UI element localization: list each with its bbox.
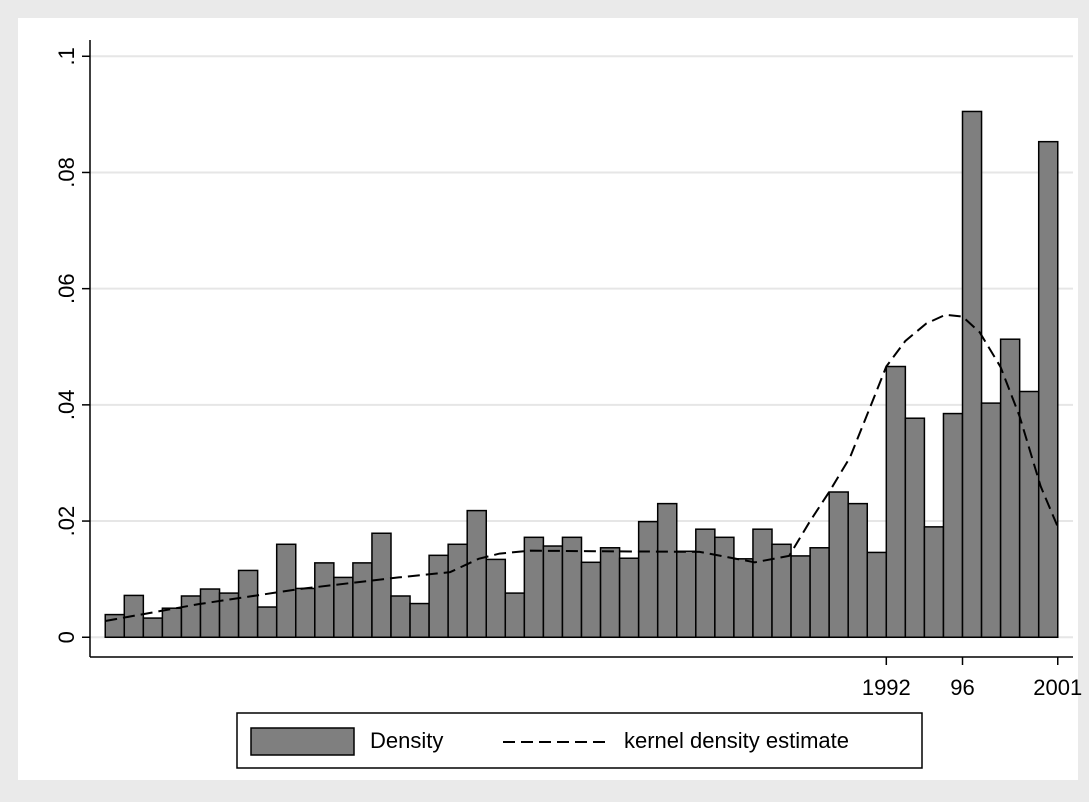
bar <box>923 526 945 638</box>
bar <box>104 613 126 638</box>
legend-label: Density <box>370 728 443 753</box>
bar <box>942 412 964 638</box>
bar <box>885 365 907 638</box>
bar <box>714 536 735 638</box>
bar <box>504 592 526 638</box>
bar <box>790 555 811 638</box>
bar <box>256 606 278 638</box>
bar <box>999 338 1021 638</box>
bar <box>980 402 1002 638</box>
graph-region <box>18 18 1078 780</box>
bar <box>409 602 430 638</box>
y-tick-label: .04 <box>54 390 79 421</box>
bar <box>733 558 754 638</box>
bar <box>637 520 659 638</box>
bar <box>447 543 468 638</box>
bar <box>314 562 335 638</box>
bar <box>580 561 602 638</box>
bar <box>142 617 164 638</box>
bar <box>1037 140 1059 638</box>
x-tick-label: 2001 <box>1033 675 1082 700</box>
bar <box>561 536 583 638</box>
bar <box>199 588 221 638</box>
bar <box>828 491 849 638</box>
bar <box>676 550 697 638</box>
y-tick-label: 0 <box>54 631 79 643</box>
bar <box>352 562 373 638</box>
bar <box>961 110 983 638</box>
bar <box>656 502 678 638</box>
bar <box>695 528 716 638</box>
bar <box>180 595 202 638</box>
legend-swatch <box>250 727 355 756</box>
kde-line <box>105 313 1059 622</box>
x-tick-label: 1992 <box>862 675 911 700</box>
legend-label: kernel density estimate <box>624 728 849 753</box>
bar <box>866 551 888 638</box>
bar <box>294 587 316 638</box>
bar <box>618 557 640 638</box>
bar <box>809 547 830 638</box>
bar <box>390 595 411 638</box>
bar <box>752 528 773 638</box>
bar <box>485 558 507 638</box>
bar <box>904 417 926 638</box>
bar <box>599 547 621 638</box>
bar <box>371 532 392 638</box>
bar <box>466 509 487 638</box>
bar <box>333 576 354 638</box>
bar <box>542 545 564 638</box>
bar <box>847 502 869 638</box>
bar <box>428 554 449 638</box>
bar <box>161 607 183 638</box>
y-tick-label: .08 <box>54 157 79 188</box>
y-tick-label: .06 <box>54 273 79 304</box>
y-tick-label: .1 <box>54 47 79 65</box>
y-tick-label: .02 <box>54 506 79 537</box>
bar <box>523 536 545 638</box>
x-tick-label: 96 <box>950 675 974 700</box>
bar <box>237 569 259 638</box>
bar <box>1018 390 1040 638</box>
